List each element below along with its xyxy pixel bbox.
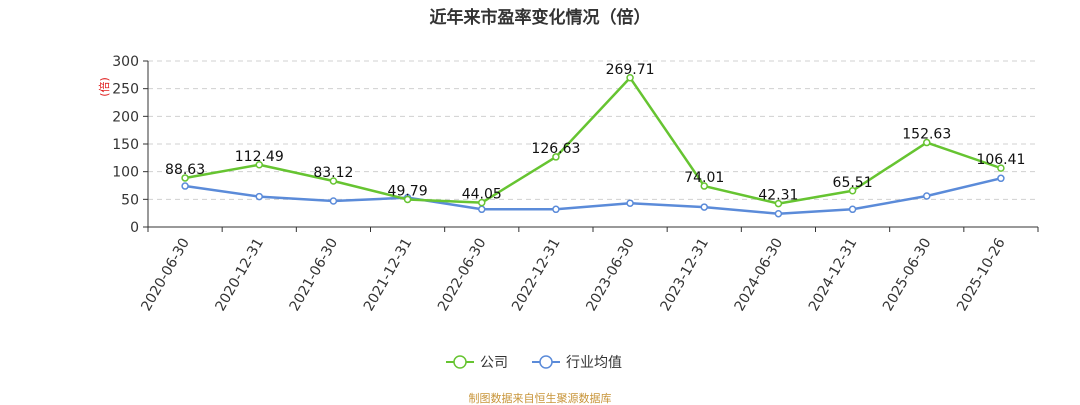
data-source-note: 制图数据来自恒生聚源数据库 <box>469 391 612 405</box>
y-tick-label: 200 <box>112 109 139 125</box>
y-tick-label: 50 <box>121 192 139 208</box>
y-tick-label: 150 <box>112 137 139 153</box>
x-tick-label: 2025-06-30 <box>880 236 935 314</box>
y-tick-label: 250 <box>112 82 139 98</box>
series-point-1[interactable] <box>626 199 634 207</box>
x-tick-label: 2022-12-31 <box>509 236 564 314</box>
legend[interactable]: 公司 行业均值 <box>446 355 622 371</box>
data-label: 65.51 <box>833 175 873 191</box>
x-tick-label: 2021-12-31 <box>361 236 416 314</box>
series-point-0[interactable] <box>848 187 857 195</box>
series-point-0[interactable] <box>923 138 931 147</box>
series-point-1[interactable] <box>774 209 783 218</box>
legend-item-0[interactable]: 公司 <box>446 355 508 371</box>
data-label: 44.05 <box>462 187 502 203</box>
x-tick-label: 2024-12-31 <box>806 236 861 314</box>
data-label: 74.01 <box>684 170 724 186</box>
series-point-0[interactable] <box>626 74 634 82</box>
x-tick-label: 2024-06-30 <box>732 236 787 314</box>
series-point-1[interactable] <box>181 182 189 190</box>
series-point-0[interactable] <box>774 199 783 208</box>
data-label: 269.71 <box>606 62 655 78</box>
data-label: 83.12 <box>313 165 353 181</box>
series-point-0[interactable] <box>403 195 412 204</box>
series-point-0[interactable] <box>329 177 338 185</box>
y-tick-label: 300 <box>112 54 139 70</box>
y-axis-unit-label: (倍) <box>97 77 111 97</box>
legend-item-1[interactable]: 行业均值 <box>532 355 622 371</box>
x-tick-label: 2023-06-30 <box>583 236 638 314</box>
series-point-0[interactable] <box>997 164 1005 172</box>
data-label: 106.41 <box>976 152 1025 168</box>
legend-marker <box>453 355 467 369</box>
data-label: 88.63 <box>165 162 205 178</box>
x-tick-label: 2020-12-31 <box>213 236 268 314</box>
x-tick-label: 2020-06-30 <box>138 235 193 313</box>
series-line-1 <box>184 177 1002 215</box>
series-point-1[interactable] <box>923 192 931 200</box>
series-point-1[interactable] <box>552 205 560 214</box>
series-line-0 <box>184 76 1002 205</box>
series-layer <box>181 74 1005 218</box>
y-axis: 0 50 100 150 200 250 300 <box>112 54 149 236</box>
data-label: 152.63 <box>902 127 951 143</box>
y-tick-label: 100 <box>112 165 139 181</box>
chart-title: 近年来市盈率变化情况（倍） <box>430 7 651 28</box>
series-point-0[interactable] <box>181 174 189 182</box>
series-point-0[interactable] <box>478 198 486 207</box>
data-labels: 88.63 112.49 83.12 49.79 44.05 126.63 269.71 74… <box>165 62 1025 204</box>
series-point-1[interactable] <box>478 205 486 214</box>
data-label: 126.63 <box>531 141 580 157</box>
x-tick-label: 2023-12-31 <box>658 236 713 314</box>
series-point-0[interactable] <box>552 153 560 161</box>
legend-marker <box>539 355 553 369</box>
series-point-0[interactable] <box>255 161 263 169</box>
data-label: 49.79 <box>388 183 428 199</box>
series-point-1[interactable] <box>255 192 263 201</box>
series-point-1[interactable] <box>700 203 708 211</box>
legend-label: 行业均值 <box>566 355 622 371</box>
series-point-1[interactable] <box>329 197 338 205</box>
y-tick-label: 0 <box>130 220 139 236</box>
x-tick-label: 2025-10-26 <box>954 235 1009 314</box>
series-point-1[interactable] <box>848 205 857 214</box>
legend-label: 公司 <box>480 355 508 371</box>
data-label: 112.49 <box>235 149 284 165</box>
x-tick-label: 2022-06-30 <box>435 236 490 314</box>
x-tick-label: 2021-06-30 <box>287 236 342 314</box>
series-point-0[interactable] <box>700 182 708 190</box>
x-axis: 2020-06-30 2020-12-31 2021-06-30 2021-12-31… <box>138 226 1039 314</box>
data-label: 42.31 <box>758 188 798 204</box>
series-point-1[interactable] <box>997 174 1005 183</box>
